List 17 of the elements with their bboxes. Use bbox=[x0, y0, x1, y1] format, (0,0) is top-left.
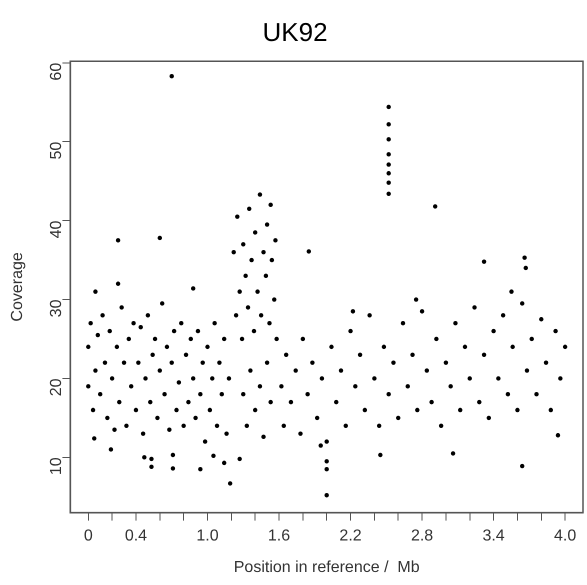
x-tick-label: 0.4 bbox=[124, 528, 148, 545]
y-tick-label: 60 bbox=[48, 62, 65, 81]
x-tick-label: 3.4 bbox=[482, 528, 505, 545]
y-tick-label: 50 bbox=[48, 142, 65, 160]
x-tick-label: 1.0 bbox=[196, 528, 219, 545]
y-tick-label: 20 bbox=[48, 378, 65, 396]
x-tick-label: 2.2 bbox=[339, 528, 362, 545]
x-tick-label: 4.0 bbox=[554, 528, 576, 545]
y-axis-title: Coverage bbox=[9, 252, 26, 322]
y-tick-label: 10 bbox=[48, 457, 65, 476]
x-tick-label: 2.8 bbox=[410, 528, 434, 545]
x-axis-title: Position in reference / Mb bbox=[234, 558, 420, 576]
y-tick-label: 40 bbox=[48, 220, 65, 238]
x-tick-label: 0 bbox=[84, 528, 93, 545]
y-tick-label: 30 bbox=[48, 299, 65, 318]
x-tick-label: 1.6 bbox=[268, 528, 290, 545]
chart-title: UK92 bbox=[262, 16, 328, 47]
